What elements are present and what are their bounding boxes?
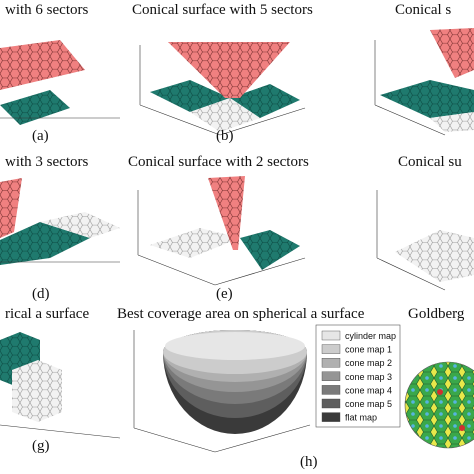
panel-b-teal-sector-right xyxy=(230,84,300,118)
panel-a: with 6 sectors (a) xyxy=(0,2,120,144)
panel-e-x-axis xyxy=(137,254,216,286)
goldberg-sphere xyxy=(404,361,474,449)
legend-swatch xyxy=(321,371,341,381)
panel-a-title: with 6 sectors xyxy=(5,2,88,18)
panel-d-flat-sector xyxy=(40,212,120,238)
panel-b-teal-sector-left xyxy=(150,80,230,112)
panel-g: rical a surface (g) xyxy=(0,306,121,454)
panel-h-y-axis xyxy=(214,424,311,453)
hemisphere-bowl xyxy=(163,330,307,434)
panel-b-cone-surface xyxy=(168,42,290,98)
panel-d-caption: (d) xyxy=(32,286,50,302)
panel-h-x-axis xyxy=(133,427,216,453)
panel-h-title: Best coverage area on spherical a surfac… xyxy=(117,306,365,322)
panel-h-caption: (h) xyxy=(300,454,318,470)
bowl-band-cylinder xyxy=(165,332,305,360)
legend-label: cone map 4 xyxy=(345,385,392,395)
legend-swatch xyxy=(321,412,341,422)
legend-label: flat map xyxy=(345,413,377,423)
panel-g-flat-cylinder xyxy=(12,360,62,422)
panel-d-cone-surface xyxy=(0,178,22,238)
panel-g-axis xyxy=(0,424,121,439)
panel-e-teal-sector xyxy=(240,230,300,270)
panel-c-flat-sector xyxy=(430,112,474,132)
panel-b-flat-sector xyxy=(190,98,260,132)
legend: cylinder map cone map 1 cone map 2 cone map… xyxy=(315,324,401,428)
panel-b-y-axis xyxy=(219,107,306,136)
panel-h: Best coverage area on spherical a surfac… xyxy=(117,306,365,470)
panel-g-title: rical a surface xyxy=(5,306,89,322)
goldberg-red-cell-1 xyxy=(437,389,443,395)
panel-b-caption: (b) xyxy=(216,128,234,144)
panel-f-title: Conical su xyxy=(398,154,462,170)
legend-swatch xyxy=(321,385,341,395)
panel-c: Conical s xyxy=(374,2,474,136)
panel-e-title: Conical surface with 2 sectors xyxy=(128,154,309,170)
panel-b: Conical surface with 5 sectors (b) xyxy=(132,2,313,144)
goldberg-red-cell-2 xyxy=(459,425,465,431)
panel-b-x-axis xyxy=(139,104,221,136)
panel-i-title: Goldberg xyxy=(408,306,465,322)
legend-label: cone map 2 xyxy=(345,358,392,368)
panel-c-x-axis xyxy=(374,104,446,136)
panel-e-caption: (e) xyxy=(216,286,233,302)
panel-a-teal-sector xyxy=(0,90,70,125)
legend-swatch xyxy=(321,330,341,341)
legend-label: cone map 1 xyxy=(345,345,392,355)
panel-f: Conical su xyxy=(376,154,474,291)
legend-items: cylinder map cone map 1 cone map 2 cone map… xyxy=(321,330,396,423)
panel-c-teal-sector xyxy=(380,80,474,118)
panel-d-title: with 3 sectors xyxy=(5,154,88,170)
panel-f-x-axis xyxy=(376,257,446,291)
panel-e-flat-sector xyxy=(150,228,240,258)
legend-box xyxy=(315,324,401,428)
panel-e-y-axis xyxy=(214,257,306,286)
legend-label: cylinder map xyxy=(345,331,396,341)
panel-e-cone-surface xyxy=(208,176,245,250)
panel-a-cone-surface xyxy=(0,40,85,90)
panel-d-teal-sector xyxy=(0,222,90,265)
legend-label: cone map 5 xyxy=(345,399,392,409)
legend-label: cone map 3 xyxy=(345,372,392,382)
panel-f-flat-sector xyxy=(395,230,474,282)
panel-b-title: Conical surface with 5 sectors xyxy=(132,2,313,18)
panel-g-caption: (g) xyxy=(32,438,50,454)
panel-e: Conical surface with 2 sectors (e) xyxy=(128,154,309,302)
panel-i: Goldberg xyxy=(404,306,474,449)
panel-a-caption: (a) xyxy=(32,128,49,144)
legend-swatch xyxy=(321,344,341,354)
panel-c-title: Conical s xyxy=(395,2,451,18)
panel-c-cone-surface xyxy=(430,28,474,78)
legend-swatch xyxy=(321,398,341,409)
panel-d: with 3 sectors (d) xyxy=(0,154,120,302)
legend-swatch xyxy=(321,358,341,368)
